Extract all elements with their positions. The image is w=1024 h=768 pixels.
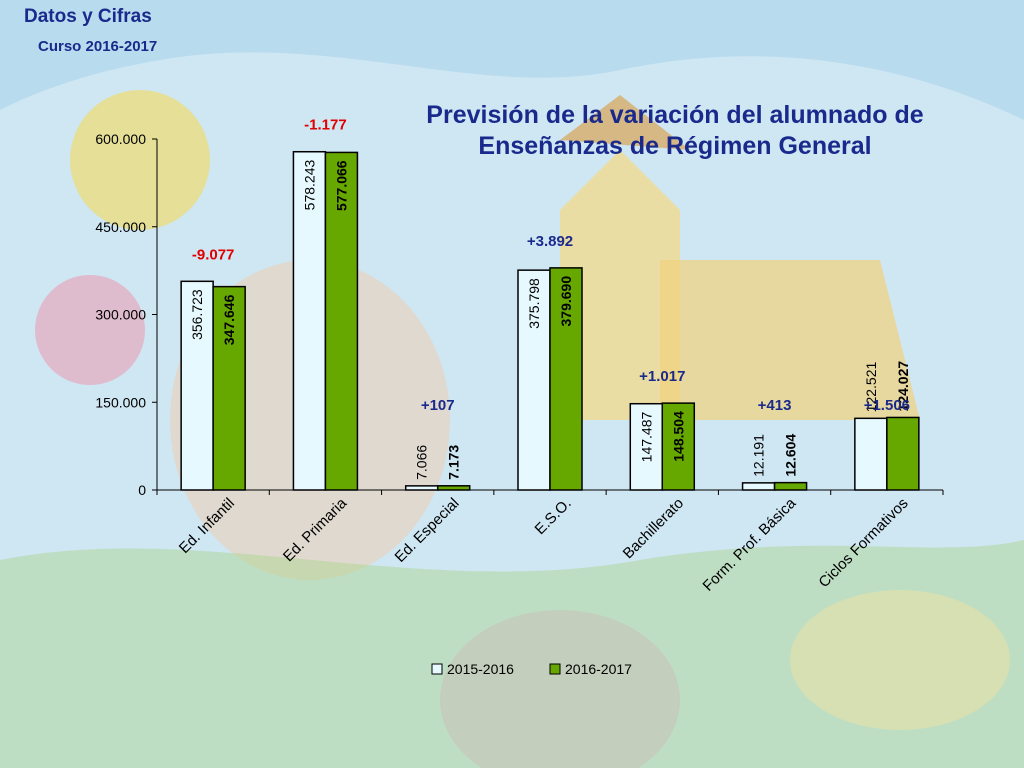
bar-value-label: 347.646 [221, 294, 237, 345]
bar-value-label: 148.504 [670, 411, 686, 462]
header-title: Datos y Cifras [24, 6, 152, 27]
header-subtitle: Curso 2016-2017 [38, 38, 158, 55]
x-category-label: Ed. Infantil [176, 495, 238, 557]
variation-label: -9.077 [192, 246, 235, 263]
bar-value-label: 12.604 [783, 434, 799, 477]
x-category-label: Ciclos Formativos [815, 495, 911, 591]
bar-2015-2016 [854, 417, 888, 491]
y-tick-label: 0 [138, 482, 146, 498]
bar-2016-2017 [324, 151, 359, 491]
bar-2015-2016 [404, 485, 439, 491]
bar-value-label: 379.690 [558, 276, 574, 327]
chart-title: Previsión de la variación del alumnado d… [426, 101, 924, 160]
bar-2016-2017 [886, 416, 920, 491]
variation-label: -1.177 [304, 117, 347, 134]
bar-value-label: 375.798 [526, 278, 542, 329]
x-category-label: Form. Prof. Básica [700, 494, 800, 594]
bar-2016-2017 [212, 285, 246, 491]
bar-value-label: 7.173 [446, 445, 462, 480]
bar-value-label: 147.487 [638, 412, 654, 463]
bar-2016-2017 [436, 485, 471, 491]
bar-2016-2017 [661, 402, 696, 491]
legend-swatch [431, 663, 443, 675]
bar-value-label: 356.723 [189, 289, 205, 340]
bar-2015-2016 [517, 269, 551, 491]
variation-label: +3.892 [527, 233, 573, 250]
variation-label: +1.017 [639, 368, 685, 385]
legend-swatch [549, 663, 561, 675]
y-tick-label: 450.000 [95, 219, 146, 235]
legend-label: 2015-2016 [447, 661, 514, 677]
bar-2015-2016 [292, 150, 327, 491]
bar-value-label: 7.066 [414, 445, 430, 480]
bar-value-label: 577.066 [333, 160, 349, 211]
bar-value-label: 122.521 [863, 362, 879, 413]
bar-value-label: 12.191 [751, 434, 767, 477]
variation-label: +1.506 [864, 397, 910, 414]
variation-label: +107 [421, 397, 455, 414]
bar-2015-2016 [741, 482, 776, 491]
legend-label: 2016-2017 [565, 661, 632, 677]
bar-2015-2016 [629, 402, 664, 491]
variation-label: +413 [758, 397, 792, 414]
x-category-label: Ed. Especial [392, 495, 463, 566]
y-tick-label: 600.000 [95, 131, 146, 147]
x-category-label: E.S.O. [532, 495, 575, 538]
bar-2015-2016 [180, 280, 214, 491]
bar-2016-2017 [773, 481, 808, 491]
bar-value-label: 578.243 [301, 160, 317, 211]
bar-value-label: 124.027 [895, 361, 911, 412]
bar-2016-2017 [549, 267, 583, 491]
x-category-label: Bachillerato [620, 495, 687, 562]
y-tick-label: 150.000 [95, 394, 146, 410]
x-category-label: Ed. Primaria [280, 494, 351, 565]
y-tick-label: 300.000 [95, 307, 146, 323]
